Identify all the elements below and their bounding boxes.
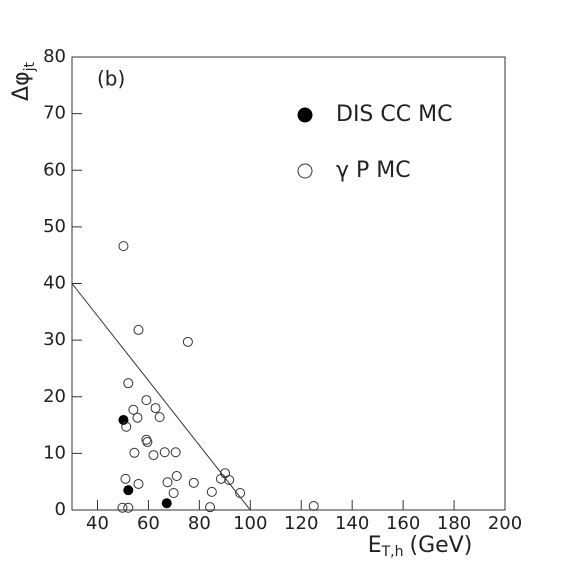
legend-label: γ P MC [336,158,411,183]
y-tick-label: 30 [43,329,66,350]
data-point [154,412,165,423]
data-point [205,502,216,513]
data-point [170,447,181,458]
y-tick-label: 80 [43,46,66,67]
x-tick-label: 120 [284,513,318,534]
data-point [132,412,143,423]
cut-line [71,283,251,511]
x-tick-label: 60 [137,513,160,534]
y-label-main: Δφ [9,71,34,101]
y-tick-label: 40 [43,273,66,294]
data-point [159,447,170,458]
data-point [162,477,173,488]
data-point [123,485,134,496]
x-tick-label: 160 [386,513,420,534]
data-point [171,471,182,482]
data-point [168,488,179,499]
x-tick-label: 40 [86,513,109,534]
x-label-unit: (GeV) [409,533,472,558]
data-point [224,474,235,485]
data-point [129,447,140,458]
data-point [141,395,152,406]
y-tick-label: 60 [43,159,66,180]
data-point [133,478,144,489]
data-point [182,336,193,347]
legend-label: DIS CC MC [336,102,452,127]
data-point [142,437,153,448]
y-tick-label: 50 [43,216,66,237]
x-tick-label: 140 [335,513,369,534]
y-tick-label: 20 [43,386,66,407]
data-point [206,486,217,497]
y-label-sub: jt [22,62,38,73]
data-point [128,404,139,415]
y-tick-label: 70 [43,103,66,124]
data-point [121,421,132,432]
data-point [148,450,159,461]
data-point [188,477,199,488]
data-point [117,502,128,513]
y-tick-label: 10 [43,442,66,463]
x-tick-label: 200 [488,513,522,534]
data-point [235,488,246,499]
y-tick-label: 0 [55,499,66,520]
legend-marker [297,107,313,123]
data-point [118,241,129,252]
x-tick-label: 180 [437,513,471,534]
x-label-sub: T,h [381,544,404,560]
panel-label: (b) [97,67,125,91]
legend-marker [297,163,313,179]
data-point [120,473,131,484]
x-label-main: E [368,533,382,558]
data-point [161,498,172,509]
x-axis-label: ET,h (GeV) [368,533,473,560]
data-point [141,434,152,445]
data-point [123,502,134,513]
y-axis-label: Δφjt [9,62,38,101]
x-tick-label: 100 [233,513,267,534]
data-point [123,378,134,389]
data-point [308,501,319,512]
data-point [133,324,144,335]
x-tick-label: 80 [188,513,211,534]
data-point [150,403,161,414]
